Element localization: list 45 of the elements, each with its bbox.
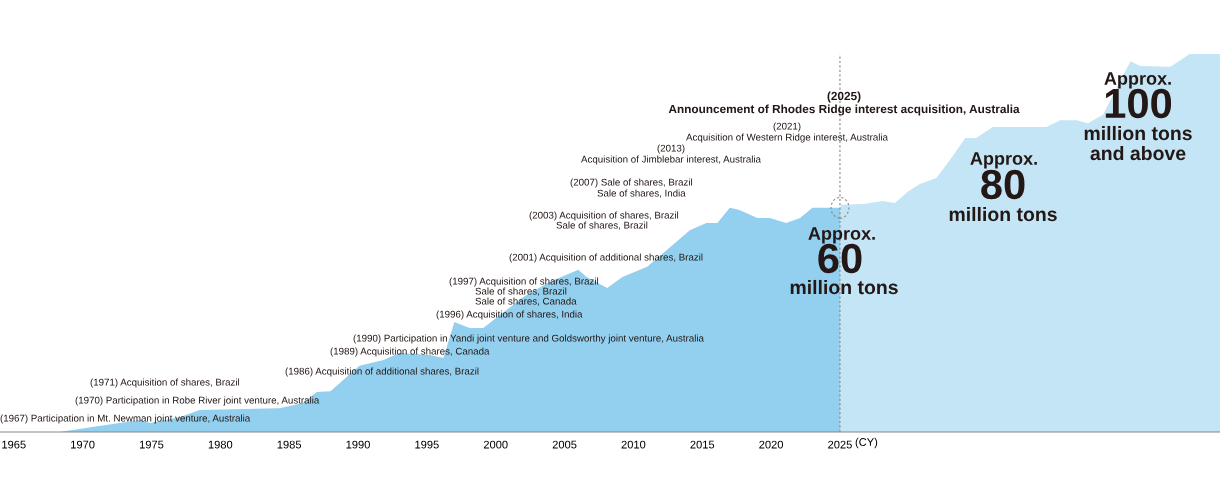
annotation: million tons bbox=[949, 206, 1057, 222]
annotation: (2003) Acquisition of shares, Brazil bbox=[529, 211, 679, 221]
annotation: (2001) Acquisition of additional shares, Brazil bbox=[509, 253, 703, 263]
annotation: Approx. bbox=[808, 227, 875, 244]
annotation: (1990) Participation in Yandi joint venture and Goldsworthy joint venture, Australia bbox=[353, 334, 704, 344]
annotation: 60 bbox=[818, 243, 862, 274]
annotation: Approx. bbox=[970, 152, 1037, 169]
x-tick-label: 1965 bbox=[2, 440, 26, 449]
annotation: (2007) Sale of shares, Brazil bbox=[570, 178, 693, 188]
x-axis-title: (CY) bbox=[855, 437, 878, 449]
annotation: Acquisition of Jimblebar interest, Australia bbox=[581, 155, 761, 165]
x-tick-label: 2015 bbox=[690, 440, 715, 449]
x-tick-label: 1995 bbox=[415, 440, 439, 449]
annotation: 80 bbox=[981, 169, 1025, 200]
x-tick-label: 2000 bbox=[483, 440, 508, 449]
annotation: (2021) bbox=[773, 122, 801, 132]
x-tick-label: 2020 bbox=[759, 440, 784, 449]
x-tick-label: 1980 bbox=[208, 440, 233, 449]
x-tick-label: 2010 bbox=[621, 440, 646, 449]
x-tick-label: 1985 bbox=[277, 440, 302, 449]
annotation: million tons bbox=[790, 279, 898, 295]
annotation: Acquisition of Western Ridge interest, Australia bbox=[686, 133, 888, 143]
annotation: (2025) bbox=[827, 91, 861, 103]
x-tick-label: 1975 bbox=[139, 440, 164, 449]
annotation: (1997) Acquisition of shares, Brazil bbox=[449, 277, 599, 287]
annotation: (1989) Acquisition of shares, Canada bbox=[330, 347, 490, 357]
annotation: Sale of shares, Brazil bbox=[556, 221, 648, 230]
annotation: (1967) Participation in Mt. Newman joint venture, Australia bbox=[0, 414, 251, 424]
annotation: and above bbox=[1090, 145, 1186, 161]
annotation: (2013) bbox=[657, 144, 685, 154]
annotation: Sale of shares, Brazil bbox=[475, 287, 567, 296]
x-tick-label: 1990 bbox=[346, 440, 370, 449]
annotation: million tons bbox=[1084, 125, 1192, 141]
annotation: (1970) Participation in Robe River joint venture, Australia bbox=[75, 396, 320, 406]
annotation: Approx. bbox=[1104, 72, 1171, 89]
annotation: Sale of shares, Canada bbox=[475, 297, 577, 306]
annotation: (1986) Acquisition of additional shares, Brazil bbox=[285, 367, 479, 377]
annotation: Announcement of Rhodes Ridge interest acquisition, Australia bbox=[668, 104, 1020, 116]
x-tick-label: 1970 bbox=[71, 440, 95, 449]
x-tick-label: 2025 bbox=[828, 440, 852, 449]
annotation: (1971) Acquisition of shares, Brazil bbox=[90, 378, 240, 388]
x-tick-label: 2005 bbox=[552, 440, 577, 449]
annotation: 100 bbox=[1105, 88, 1172, 119]
annotation: Sale of shares, India bbox=[597, 189, 686, 198]
annotation: (1996) Acquisition of shares, India bbox=[436, 310, 583, 320]
